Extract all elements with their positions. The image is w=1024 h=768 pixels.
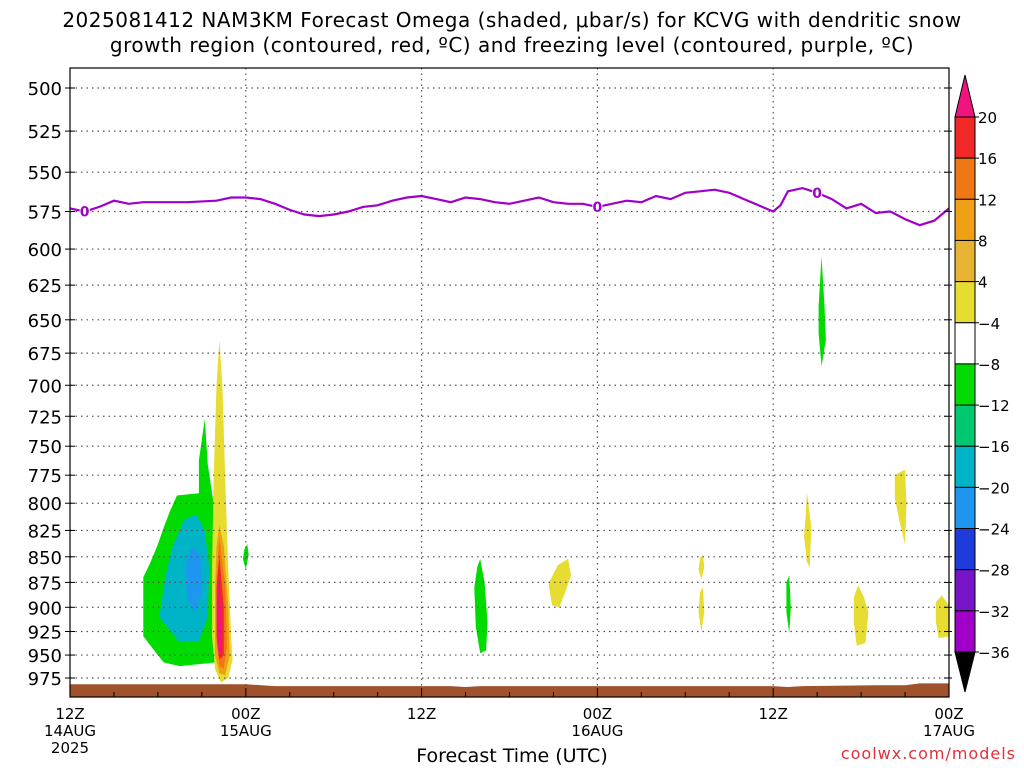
chart-title-line-1: 2025081412 NAM3KM Forecast Omega (shaded…	[62, 8, 962, 32]
ytick-label-600: 600	[28, 240, 62, 261]
ytick-label-875: 875	[28, 573, 62, 594]
omega-region-11	[698, 554, 705, 580]
ytick-label-950: 950	[28, 646, 62, 667]
colorbar-band-11	[954, 569, 976, 612]
ytick-label-525: 525	[28, 122, 62, 143]
ytick-label-975: 975	[28, 669, 62, 690]
colorbar-label-3: 8	[978, 232, 988, 250]
colorbar-label-7: −12	[978, 397, 1010, 415]
omega-region-14	[804, 492, 812, 568]
omega-region-1	[159, 514, 210, 641]
colorbar: 20 16 12 8 4 −4 −8 −12 −16 −20 −24 −28 −32 −36	[954, 74, 1010, 693]
omega-region-18	[935, 595, 949, 639]
ytick-label-725: 725	[28, 407, 62, 428]
omega-region-13	[786, 575, 791, 634]
freezing-level-label-0: 0	[80, 204, 90, 220]
colorbar-band-0	[954, 116, 976, 159]
xtick-label-60-1: 17AUG	[923, 722, 975, 740]
colorbar-band-1	[954, 157, 976, 200]
plot-frame	[65, 67, 952, 698]
freezing-level-label-2: 0	[812, 186, 822, 202]
xtick-label-0-2: 2025	[51, 739, 89, 757]
colorbar-band-5	[954, 322, 976, 365]
omega-region-15	[818, 256, 826, 367]
ytick-label-500: 500	[28, 79, 62, 100]
colorbar-band-6	[954, 363, 976, 406]
x-axis-title: Forecast Time (UTC)	[416, 745, 608, 767]
colorbar-label-9: −20	[978, 479, 1010, 497]
xtick-label-36-0: 00Z	[583, 705, 612, 723]
colorbar-band-9	[954, 486, 976, 530]
ytick-label-850: 850	[28, 548, 62, 569]
xtick-label-0-0: 12Z	[55, 705, 84, 723]
ytick-label-900: 900	[28, 598, 62, 619]
chart-title-line-2: growth region (contoured, red, ºC) and f…	[109, 33, 915, 57]
omega-region-9	[474, 558, 488, 654]
ytick-label-625: 625	[28, 276, 62, 297]
ytick-label-700: 700	[28, 376, 62, 397]
colorbar-label-6: −8	[978, 356, 1000, 374]
colorbar-band-8	[954, 445, 976, 488]
ytick-label-675: 675	[28, 344, 62, 365]
colorbar-top-arrow	[954, 74, 976, 118]
colorbar-bottom-arrow	[954, 651, 976, 693]
xtick-label-36-1: 16AUG	[571, 722, 623, 740]
omega-region-2	[185, 546, 202, 613]
ytick-label-650: 650	[28, 311, 62, 332]
colorbar-band-10	[954, 528, 976, 571]
omega-region-7	[216, 577, 223, 656]
omega-shading	[143, 256, 949, 683]
freezing-label-bg-0	[79, 203, 90, 219]
ytick-label-925: 925	[28, 622, 62, 643]
ytick-label-750: 750	[28, 437, 62, 458]
xtick-label-0-1: 14AUG	[44, 722, 96, 740]
freezing-level-contour: 0 0 0	[69, 184, 950, 227]
omega-region-8	[242, 544, 249, 570]
ytick-label-825: 825	[28, 521, 62, 542]
ytick-label-800: 800	[28, 494, 62, 515]
freezing-level-label-1: 0	[593, 200, 603, 216]
colorbar-label-0: 20	[978, 109, 997, 127]
omega-region-10	[549, 558, 571, 608]
colorbar-band-7	[954, 404, 976, 447]
y-axis-labels: 500 525 550 575 600 625 650 675 700 725 750 775 800 8…	[28, 79, 62, 690]
freezing-label-bg-1	[592, 198, 603, 214]
colorbar-label-5: −4	[978, 315, 1000, 333]
ytick-label-550: 550	[28, 163, 62, 184]
colorbar-label-8: −16	[978, 438, 1010, 456]
freezing-label-bg-2	[812, 184, 823, 200]
ytick-label-575: 575	[28, 202, 62, 223]
xtick-label-60-0: 00Z	[934, 705, 963, 723]
colorbar-band-12	[954, 610, 976, 653]
colorbar-label-10: −24	[978, 521, 1010, 539]
freezing-level-line	[69, 186, 950, 227]
colorbar-band-4	[954, 281, 976, 324]
colorbar-label-1: 16	[978, 150, 997, 168]
colorbar-label-11: −28	[978, 562, 1010, 580]
credit-link[interactable]: coolwx.com/models	[840, 744, 1016, 763]
colorbar-label-13: −36	[978, 644, 1010, 662]
gridlines	[70, 68, 949, 697]
colorbar-band-2	[954, 198, 976, 241]
omega-region-16	[853, 585, 869, 646]
omega-region-12	[698, 587, 705, 632]
omega-region-17	[894, 469, 907, 545]
ytick-label-775: 775	[28, 466, 62, 487]
xtick-label-12-0: 00Z	[231, 705, 260, 723]
xtick-label-24-0: 12Z	[407, 705, 436, 723]
xtick-label-48-0: 12Z	[759, 705, 788, 723]
colorbar-label-2: 12	[978, 191, 997, 209]
colorbar-label-4: 4	[978, 274, 988, 292]
colorbar-label-12: −32	[978, 603, 1010, 621]
xtick-label-12-1: 15AUG	[220, 722, 272, 740]
colorbar-band-3	[954, 239, 976, 283]
